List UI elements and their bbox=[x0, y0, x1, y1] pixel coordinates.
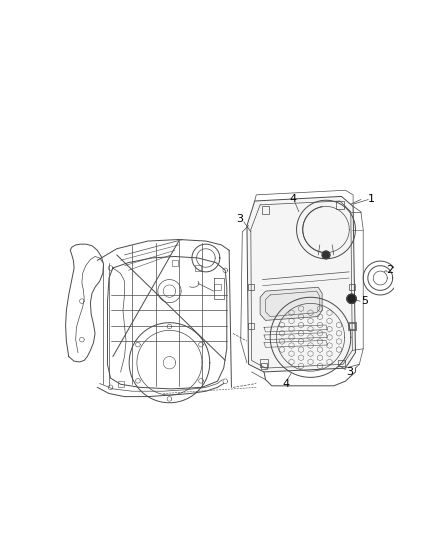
Text: 3: 3 bbox=[236, 214, 243, 224]
Text: 4: 4 bbox=[282, 378, 289, 389]
Polygon shape bbox=[322, 251, 330, 259]
Text: 1: 1 bbox=[367, 193, 374, 204]
Polygon shape bbox=[260, 287, 322, 320]
Text: 5: 5 bbox=[361, 296, 368, 306]
Text: 4: 4 bbox=[290, 193, 297, 204]
Text: 2: 2 bbox=[386, 264, 393, 274]
Polygon shape bbox=[347, 294, 356, 303]
Text: 3: 3 bbox=[346, 367, 353, 377]
Polygon shape bbox=[247, 196, 356, 372]
